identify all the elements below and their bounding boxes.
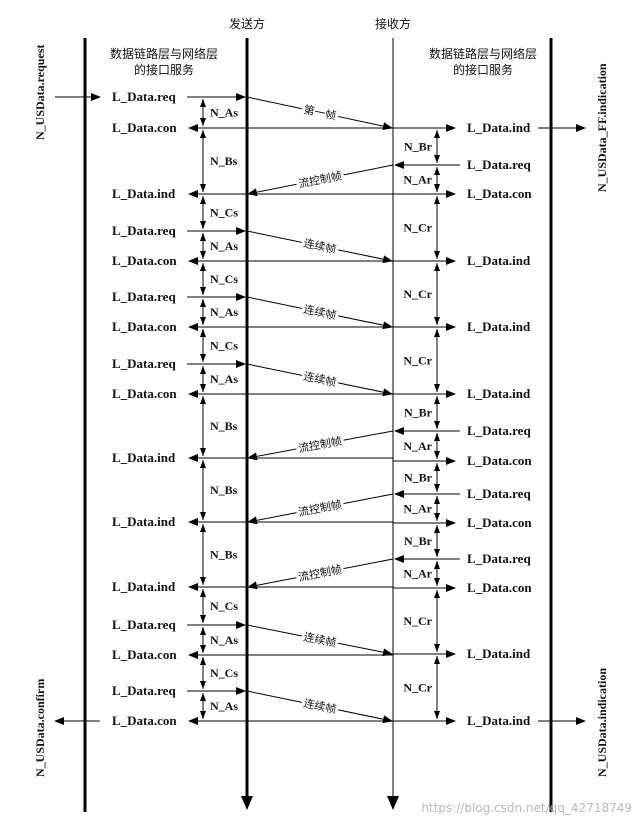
left-primitive-label: L_Data.con xyxy=(112,120,177,135)
frame-label-bg xyxy=(294,560,345,584)
sender-timer-label: N_As xyxy=(210,699,238,713)
timers: N_As N_Bs N_Cs N_As N_Cs N_As N_Cs N_As N_Bs N_Bs… xyxy=(200,99,440,719)
left-primitive-label: L_Data.con xyxy=(112,713,177,728)
sender-timer-label: N_Bs xyxy=(210,154,238,168)
sender-timer-label: N_Bs xyxy=(210,419,238,433)
frame-label-bg xyxy=(294,166,345,191)
right-primitive-label: L_Data.ind xyxy=(467,253,531,268)
consecutive-frame-label: 连续帧 xyxy=(302,302,337,322)
consecutive-frame-label: 连续帧 xyxy=(302,369,337,389)
right-primitive-label: L_Data.ind xyxy=(467,120,531,135)
receiver-timer-label: N_Cr xyxy=(403,287,432,301)
left-primitive-label: L_Data.ind xyxy=(112,579,176,594)
sender-timer-label: N_Cs xyxy=(210,599,238,613)
consecutive-frame-label: 连续帧 xyxy=(302,629,337,649)
sender-timer-label: N_Cs xyxy=(210,272,238,286)
first-frame-label: 第一帧 xyxy=(302,102,337,123)
receiver-timer-label: N_Br xyxy=(404,534,433,548)
receiver-timer-label: N_Cr xyxy=(403,354,432,368)
interface-label-right-line2: 的接口服务 xyxy=(453,62,513,77)
right-primitive-label: L_Data.req xyxy=(467,486,531,501)
side-label-right-bottom: N_USData.indication xyxy=(595,668,609,777)
frame-label-bg xyxy=(294,432,345,455)
interface-label-left-line2: 的接口服务 xyxy=(134,62,194,77)
watermark: https://blog.csdn.net/qq_42718749 xyxy=(421,801,632,815)
receiver-timer-label: N_Cr xyxy=(403,221,432,235)
left-primitive-label: L_Data.con xyxy=(112,319,177,334)
sender-timer-label: N_As xyxy=(210,305,238,319)
left-primitive-label: L_Data.ind xyxy=(112,450,176,465)
frame-label-bg xyxy=(294,495,345,519)
receiver-timer-label: N_Ar xyxy=(403,567,432,581)
receiver-timer-label: N_Ar xyxy=(403,439,432,453)
left-primitive-label: L_Data.req xyxy=(112,89,176,104)
left-primitive-label: L_Data.ind xyxy=(112,514,176,529)
left-primitive-label: L_Data.req xyxy=(112,683,176,698)
left-primitive-label: L_Data.req xyxy=(112,617,176,632)
frame-label-bg xyxy=(300,367,340,389)
sender-timer-label: N_Bs xyxy=(210,548,238,562)
sender-header: 发送方 xyxy=(229,16,265,31)
frame-label-bg xyxy=(300,234,340,256)
right-primitive-label: L_Data.req xyxy=(467,551,531,566)
sender-timer-label: N_Cs xyxy=(210,666,238,680)
frame-label-bg xyxy=(300,694,340,716)
left-primitive-label: L_Data.con xyxy=(112,386,177,401)
frame-label-bg xyxy=(300,300,340,322)
interface-label-right-line1: 数据链路层与网络层 xyxy=(429,46,537,61)
sender-timer-label: N_Cs xyxy=(210,339,238,353)
frame-label-bg xyxy=(300,628,340,649)
right-primitive-label: L_Data.con xyxy=(467,580,532,595)
sender-timer-label: N_As xyxy=(210,633,238,647)
right-primitive-label: L_Data.con xyxy=(467,515,532,530)
side-label-left-bottom: N_USData.confirm xyxy=(33,679,47,777)
receiver-timer-label: N_Ar xyxy=(403,173,432,187)
receiver-timer-label: N_Br xyxy=(404,140,433,154)
left-primitive-label: L_Data.con xyxy=(112,647,177,662)
left-primitive-label: L_Data.ind xyxy=(112,186,176,201)
sender-timer-label: N_As xyxy=(210,106,238,120)
receiver-timeline-arrow xyxy=(387,796,399,810)
receiver-timer-label: N_Ar xyxy=(403,502,432,516)
right-primitive-label: L_Data.req xyxy=(467,423,531,438)
sender-timer-label: N_As xyxy=(210,372,238,386)
receiver-timer-label: N_Br xyxy=(404,471,433,485)
right-primitive-label: L_Data.con xyxy=(467,453,532,468)
left-primitive-label: L_Data.req xyxy=(112,356,176,371)
receiver-timer-label: N_Cr xyxy=(403,681,432,695)
frame-label-bg xyxy=(300,100,340,123)
right-primitive-label: L_Data.con xyxy=(467,186,532,201)
left-primitives: L_Data.req L_Data.con L_Data.ind L_Data.req… xyxy=(112,89,247,728)
sender-timer-label: N_Cs xyxy=(210,206,238,220)
right-primitive-label: L_Data.ind xyxy=(467,646,531,661)
right-primitive-label: L_Data.req xyxy=(467,157,531,172)
sender-timer-label: N_Bs xyxy=(210,483,238,497)
side-label-right-top: N_USData_FF.indication xyxy=(595,63,609,192)
left-primitive-label: L_Data.req xyxy=(112,223,176,238)
receiver-timer-label: N_Br xyxy=(404,406,433,420)
receiver-timer-label: N_Cr xyxy=(403,614,432,628)
sender-timer-label: N_As xyxy=(210,239,238,253)
right-primitive-label: L_Data.ind xyxy=(467,386,531,401)
right-primitives: L_Data.ind L_Data.req L_Data.con L_Data.ind… xyxy=(393,120,532,728)
right-primitive-label: L_Data.ind xyxy=(467,713,531,728)
left-primitive-label: L_Data.req xyxy=(112,289,176,304)
sender-timeline-arrow xyxy=(241,796,253,810)
right-primitive-label: L_Data.ind xyxy=(467,319,531,334)
interface-label-left-line1: 数据链路层与网络层 xyxy=(110,46,218,61)
left-primitive-label: L_Data.con xyxy=(112,253,177,268)
side-label-left-top: N_USData.request xyxy=(33,45,47,140)
receiver-header: 接收方 xyxy=(375,16,411,31)
consecutive-frame-label: 连续帧 xyxy=(302,236,337,256)
consecutive-frame-label: 连续帧 xyxy=(302,696,337,716)
